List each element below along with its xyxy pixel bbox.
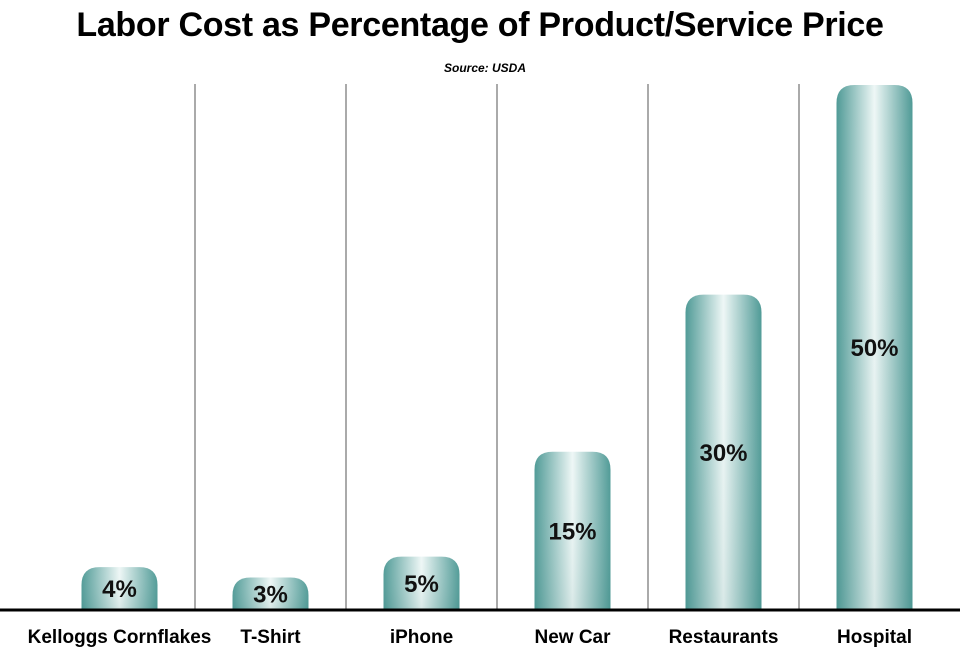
chart-subtitle: Source: USDA — [443, 61, 526, 75]
x-tick-label: New Car — [534, 627, 611, 648]
bar-data-label: 50% — [850, 335, 898, 362]
data-labels-group: 4% 3% 5% 15% 30% 50% — [102, 335, 898, 608]
bar-data-label: 15% — [548, 518, 596, 545]
x-tick-label: T-Shirt — [240, 627, 301, 648]
x-tick-label: Kelloggs Cornflakes — [28, 627, 212, 648]
x-tick-labels-group: Kelloggs Cornflakes T-Shirt iPhone New Car R… — [28, 627, 912, 648]
bar-data-label: 4% — [102, 576, 137, 603]
chart-title: Labor Cost as Percentage of Product/Serv… — [76, 6, 884, 44]
x-tick-label: Hospital — [837, 627, 912, 648]
bar-shade — [836, 85, 913, 609]
bar-shade — [534, 451, 611, 609]
bar-data-label: 3% — [253, 581, 288, 608]
bar-shade — [81, 567, 158, 609]
x-tick-label: iPhone — [390, 627, 453, 648]
bars-group — [81, 85, 913, 609]
bar-shade — [685, 294, 762, 609]
bar-shade — [232, 577, 309, 609]
bar-data-label: 30% — [699, 440, 747, 467]
bar-data-label: 5% — [404, 571, 439, 598]
x-tick-label: Restaurants — [669, 627, 779, 648]
bar-shade — [383, 556, 460, 609]
category-separators — [194, 84, 800, 609]
